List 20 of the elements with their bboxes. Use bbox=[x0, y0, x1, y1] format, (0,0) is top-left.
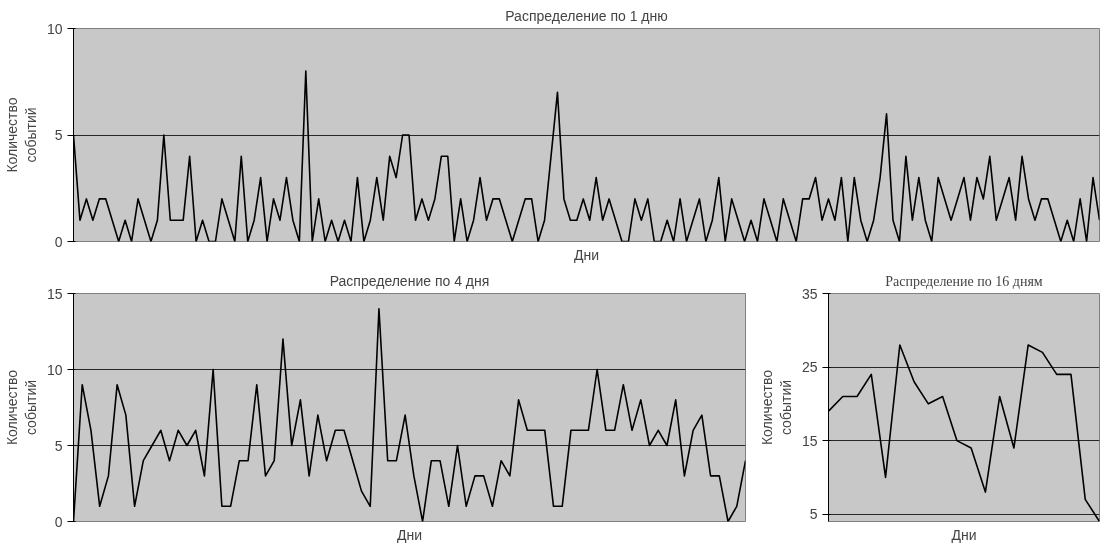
y-tick-label: 10 bbox=[46, 361, 63, 378]
y-axis-title: Количество событий bbox=[3, 369, 39, 446]
y-axis-title: Количество событий bbox=[3, 97, 39, 173]
x-axis-title: Дни bbox=[951, 526, 977, 543]
x-axis-title: Дни bbox=[396, 526, 423, 543]
y-tick-label: 25 bbox=[801, 359, 818, 376]
y-tick-label: 15 bbox=[801, 432, 818, 449]
y-tick-label: 0 bbox=[54, 513, 63, 530]
chart-title: Распределение по 4 дня bbox=[329, 272, 490, 289]
y-tick-label: 15 bbox=[46, 285, 63, 302]
y-tick-label: 5 bbox=[54, 437, 63, 454]
chart-title: Распределение по 1 дню bbox=[505, 7, 668, 24]
y-tick-label: 5 bbox=[54, 127, 63, 143]
chart-title: Распределение по 16 дням bbox=[885, 273, 1043, 289]
y-tick-label: 35 bbox=[801, 285, 818, 302]
y-tick-label: 10 bbox=[46, 20, 63, 37]
y-axis-title: Количество событий bbox=[758, 369, 794, 446]
y-tick-label: 0 bbox=[54, 233, 63, 250]
y-tick-label: 5 bbox=[809, 506, 818, 523]
x-axis-title: Дни bbox=[573, 246, 600, 263]
